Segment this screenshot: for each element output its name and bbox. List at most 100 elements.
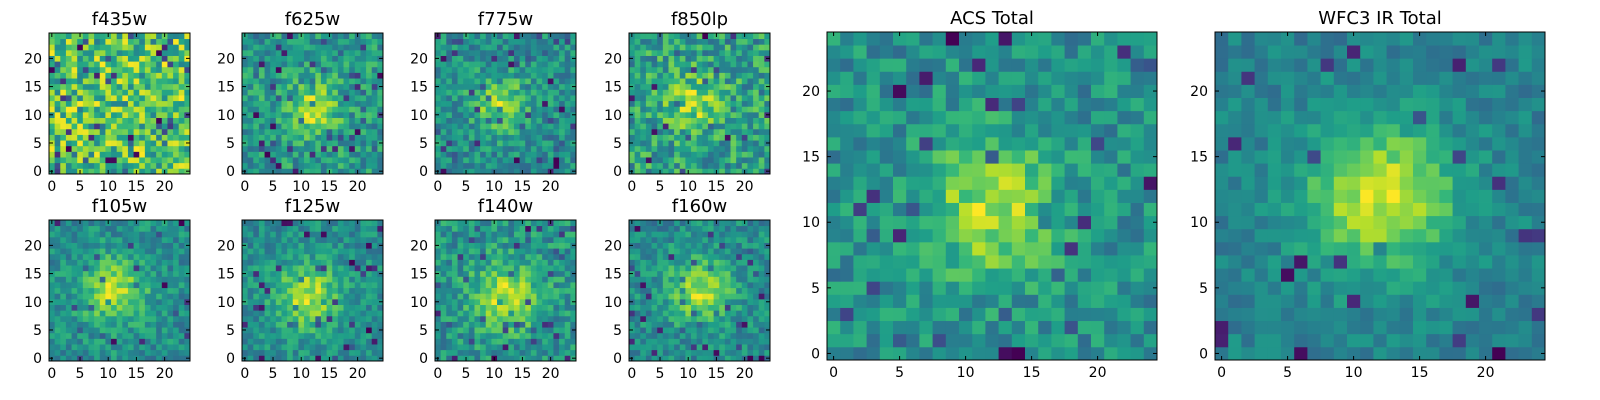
heatmap-cell — [320, 78, 327, 85]
heatmap-cell — [724, 106, 731, 113]
heatmap-cell — [326, 162, 333, 169]
heatmap-cell — [668, 83, 675, 90]
heatmap-cell — [275, 304, 282, 311]
heatmap-cell — [446, 145, 453, 152]
heatmap-cell — [747, 117, 754, 124]
heatmap-cell — [547, 287, 554, 294]
heatmap-cell — [634, 38, 641, 45]
heatmap-cell — [662, 128, 669, 135]
heatmap-cell — [332, 106, 339, 113]
heatmap-cell — [662, 344, 669, 351]
heatmap-cell — [281, 321, 288, 328]
heatmap-cell — [513, 315, 520, 322]
heatmap-cell — [242, 145, 249, 152]
heatmap-cell — [468, 95, 475, 102]
heatmap-cell — [753, 33, 760, 40]
heatmap-cell — [508, 220, 515, 227]
heatmap-cell — [640, 78, 647, 85]
heatmap-cell — [696, 111, 703, 118]
heatmap-cell — [127, 89, 134, 96]
heatmap-cell — [564, 83, 571, 90]
heatmap-cell — [559, 304, 566, 311]
heatmap-cell — [320, 327, 327, 334]
heatmap-cell — [309, 72, 316, 79]
heatmap-cell — [440, 282, 447, 289]
heatmap-cell — [502, 310, 509, 317]
heatmap-cell — [139, 128, 146, 135]
heatmap-cell — [553, 78, 560, 85]
heatmap-cell — [127, 61, 134, 68]
heatmap-cell — [377, 282, 384, 289]
heatmap-cell — [564, 332, 571, 339]
heatmap-cell — [88, 225, 95, 232]
heatmap-cell — [144, 236, 151, 243]
heatmap-cell — [668, 338, 675, 345]
heatmap-cell — [564, 338, 571, 345]
heatmap-cell — [332, 270, 339, 277]
heatmap-cell — [634, 327, 641, 334]
heatmap-cell — [480, 140, 487, 147]
heatmap-cell — [474, 44, 481, 51]
heatmap-cell — [668, 287, 675, 294]
heatmap-cell — [275, 287, 282, 294]
heatmap-cell — [657, 327, 664, 334]
heatmap-cell — [736, 282, 743, 289]
heatmap-cell — [315, 151, 322, 158]
heatmap-cell — [156, 151, 163, 158]
heatmap-cell — [371, 134, 378, 141]
heatmap-cell — [634, 157, 641, 164]
heatmap-cell — [497, 145, 504, 152]
heatmap-cell — [719, 55, 726, 62]
heatmap-cell — [741, 106, 748, 113]
heatmap-cell — [553, 242, 560, 249]
x-tick-label: 20 — [542, 179, 560, 195]
heatmap-cell — [463, 259, 470, 266]
heatmap-cell — [366, 83, 373, 90]
heatmap-cell — [133, 61, 140, 68]
heatmap-cell — [668, 61, 675, 68]
heatmap-cell — [253, 89, 260, 96]
heatmap-cell — [457, 248, 464, 255]
heatmap-cell — [77, 162, 84, 169]
heatmap-cell — [668, 298, 675, 305]
heatmap-cell — [116, 298, 123, 305]
heatmap-cell — [309, 106, 316, 113]
heatmap-cell — [264, 332, 271, 339]
heatmap-cell — [366, 231, 373, 238]
heatmap-cell — [144, 38, 151, 45]
heatmap-cell — [536, 298, 543, 305]
heatmap-cell — [719, 276, 726, 283]
heatmap-cell — [264, 117, 271, 124]
heatmap-cell — [668, 157, 675, 164]
heatmap-cell — [559, 66, 566, 73]
heatmap-cell — [634, 89, 641, 96]
heatmap-cell — [736, 33, 743, 40]
heatmap-cell — [304, 134, 311, 141]
heatmap-cell — [485, 242, 492, 249]
heatmap-cell — [315, 304, 322, 311]
heatmap-cell — [668, 344, 675, 351]
heatmap-cell — [54, 106, 61, 113]
heatmap-cell — [349, 117, 356, 124]
heatmap-cell — [99, 134, 106, 141]
heatmap-cell — [253, 72, 260, 79]
heatmap-cell — [559, 236, 566, 243]
heatmap-cell — [564, 236, 571, 243]
heatmap-cell — [270, 44, 277, 51]
heatmap-cell — [253, 287, 260, 294]
heatmap-cell — [674, 106, 681, 113]
heatmap-cell — [167, 338, 174, 345]
heatmap-cell — [99, 349, 106, 356]
heatmap-cell — [513, 78, 520, 85]
heatmap-cell — [111, 128, 118, 135]
heatmap-cell — [741, 151, 748, 158]
x-tick-label: 10 — [292, 366, 310, 382]
heatmap-cell — [88, 89, 95, 96]
heatmap-cell — [150, 61, 157, 68]
heatmap-cell — [298, 61, 305, 68]
heatmap-cell — [366, 128, 373, 135]
heatmap-cell — [82, 111, 89, 118]
heatmap-cell — [292, 106, 299, 113]
heatmap-cell — [320, 44, 327, 51]
